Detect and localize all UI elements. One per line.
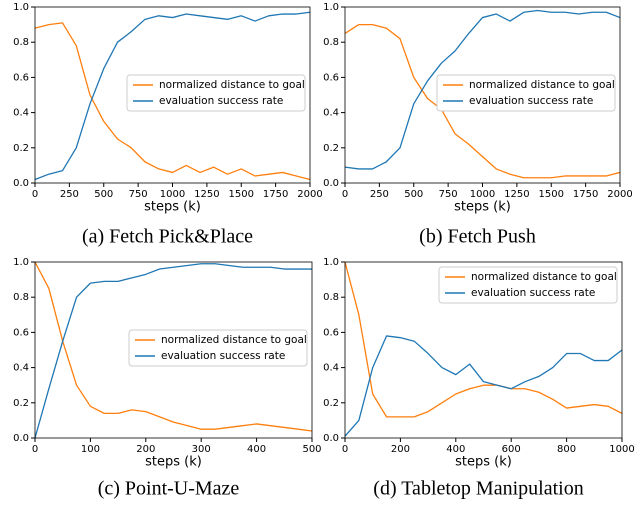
legend-box [126, 74, 306, 112]
plot-frame [34, 261, 313, 439]
chart: 0.0 0.2 0.4 0.6 0.8 1.0 0 200 400 600 800 1000 norma… [323, 257, 635, 500]
x-tick-label: 0 [342, 444, 348, 455]
x-tick-label: 1000 [470, 189, 495, 200]
x-tick-label: 300 [192, 444, 211, 455]
x-tick-label: 2000 [607, 189, 632, 200]
chart: 0.0 0.2 0.4 0.6 0.8 1.0 0 100 200 300 400 500 normal… [13, 257, 321, 500]
legend-box [128, 329, 308, 367]
x-tick-label: 0 [342, 189, 348, 200]
series-line [34, 261, 313, 432]
legend-label: normalized distance to goal [159, 79, 305, 91]
x-axis-label: steps (k) [455, 455, 512, 470]
x-tick-label: 1250 [194, 189, 219, 200]
series-line [34, 11, 311, 181]
x-tick-label: 400 [446, 444, 465, 455]
y-tick-label: 0.4 [323, 108, 339, 119]
x-tick-label: 400 [247, 444, 266, 455]
plot-frame [34, 6, 311, 184]
caption: (c) Point-U-Maze [98, 478, 240, 500]
x-tick-label: 500 [302, 444, 321, 455]
legend-label: evaluation success rate [161, 350, 285, 362]
y-tick-label: 0.2 [323, 143, 339, 154]
y-tick-label: 0.4 [13, 108, 29, 119]
legend-label: evaluation success rate [471, 287, 595, 299]
caption: (b) Fetch Push [419, 226, 536, 248]
series-line [34, 22, 311, 181]
caption: (a) Fetch Pick&Place [82, 226, 253, 248]
y-tick-label: 1.0 [323, 2, 339, 13]
series-line [344, 9, 621, 170]
x-axis-label: steps (k) [144, 200, 201, 215]
x-tick-label: 1500 [539, 189, 564, 200]
y-tick-label: 1.0 [323, 257, 339, 268]
x-tick-label: 0 [32, 189, 38, 200]
y-tick-label: 0.8 [323, 37, 339, 48]
y-tick-label: 0.8 [323, 292, 339, 303]
x-tick-label: 1750 [263, 189, 288, 200]
plot-frame [344, 6, 621, 184]
x-tick-label: 500 [404, 189, 423, 200]
x-tick-label: 250 [370, 189, 389, 200]
y-tick-label: 0.4 [323, 363, 339, 374]
x-tick-label: 250 [60, 189, 79, 200]
y-tick-label: 0.4 [13, 363, 29, 374]
x-tick-label: 100 [81, 444, 100, 455]
y-tick-label: 0.6 [13, 327, 29, 338]
series-line [344, 261, 623, 418]
x-tick-label: 600 [502, 444, 521, 455]
x-tick-label: 1250 [504, 189, 529, 200]
series-line [344, 23, 621, 179]
x-tick-label: 1750 [573, 189, 598, 200]
x-tick-label: 2000 [297, 189, 322, 200]
x-tick-label: 1500 [229, 189, 254, 200]
y-tick-label: 1.0 [13, 2, 29, 13]
x-tick-label: 200 [136, 444, 155, 455]
y-tick-label: 0.2 [13, 398, 29, 409]
chart: 0.0 0.2 0.4 0.6 0.8 1.0 0 250 500 750 1000 1250 1500… [323, 2, 633, 248]
x-tick-label: 200 [391, 444, 410, 455]
y-tick-label: 0.6 [323, 72, 339, 83]
x-tick-label: 750 [129, 189, 148, 200]
y-tick-label: 0.2 [323, 398, 339, 409]
legend-label: normalized distance to goal [161, 334, 307, 346]
series-line [34, 263, 312, 439]
y-tick-label: 0.6 [323, 327, 339, 338]
x-tick-label: 800 [557, 444, 576, 455]
legend-label: evaluation success rate [159, 95, 283, 107]
x-tick-label: 750 [439, 189, 458, 200]
caption: (d) Tabletop Manipulation [373, 478, 583, 500]
y-tick-label: 1.0 [13, 257, 29, 268]
y-tick-label: 0.2 [13, 143, 29, 154]
legend-box [438, 266, 618, 304]
legend-label: normalized distance to goal [471, 271, 617, 283]
series-line [344, 335, 623, 437]
plot-frame [344, 261, 623, 439]
y-tick-label: 0.0 [13, 178, 29, 189]
x-tick-label: 500 [94, 189, 113, 200]
legend-box [436, 74, 616, 112]
y-tick-label: 0.0 [323, 178, 339, 189]
x-tick-label: 1000 [609, 444, 634, 455]
x-axis-label: steps (k) [454, 200, 511, 215]
y-tick-label: 0.0 [13, 433, 29, 444]
x-tick-label: 1000 [160, 189, 185, 200]
y-tick-label: 0.8 [13, 37, 29, 48]
y-tick-label: 0.0 [323, 433, 339, 444]
legend-label: normalized distance to goal [469, 79, 615, 91]
x-axis-label: steps (k) [145, 455, 202, 470]
y-tick-label: 0.6 [13, 72, 29, 83]
legend-label: evaluation success rate [469, 95, 593, 107]
y-tick-label: 0.8 [13, 292, 29, 303]
chart: 0.0 0.2 0.4 0.6 0.8 1.0 0 250 500 750 1000 1250 1500… [13, 2, 323, 248]
x-tick-label: 0 [32, 444, 38, 455]
